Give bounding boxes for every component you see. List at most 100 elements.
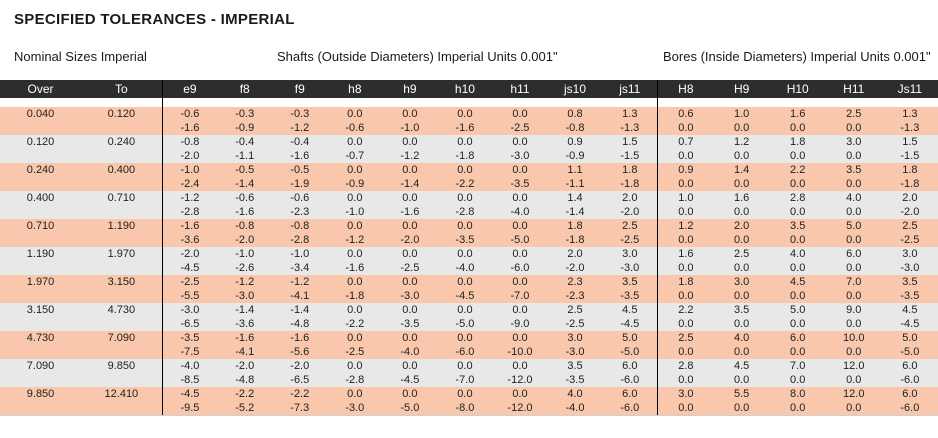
tolerance-cell: -0.9 bbox=[547, 149, 603, 163]
tolerance-cell: 0.0 bbox=[437, 219, 493, 233]
header-cell-h10: H10 bbox=[769, 80, 826, 98]
tolerance-cell: 8.0 bbox=[769, 387, 826, 401]
tolerance-cell: 0.0 bbox=[825, 149, 882, 163]
header-cell-over: Over bbox=[0, 80, 82, 98]
tolerance-cell: 0.0 bbox=[327, 163, 383, 177]
tolerance-cell: -3.6 bbox=[161, 233, 218, 247]
cell-to bbox=[81, 317, 163, 331]
tolerance-cell: 0.0 bbox=[437, 135, 493, 149]
tolerance-cell: 1.4 bbox=[713, 163, 770, 177]
tolerance-cell: -2.0 bbox=[547, 261, 603, 275]
tolerance-cell: 0.0 bbox=[657, 149, 714, 163]
tolerance-cell: -2.0 bbox=[161, 149, 218, 163]
tolerance-cell: -1.2 bbox=[327, 233, 383, 247]
header-cell-h10: h10 bbox=[437, 80, 493, 98]
tolerance-cell: -1.0 bbox=[272, 247, 328, 261]
cell-to bbox=[81, 345, 163, 359]
tolerance-cell: 2.0 bbox=[881, 191, 938, 205]
tolerance-cell: -2.0 bbox=[217, 233, 273, 247]
tolerance-cell: -2.0 bbox=[217, 359, 273, 373]
tolerance-row-upper: 0.120 0.240 -0.8 -0.4 -0.4 0.0 0.0 0.0 0.0 0.9 1.5… bbox=[0, 135, 938, 149]
tolerance-cell: -0.5 bbox=[217, 163, 273, 177]
tolerance-cell: 6.0 bbox=[881, 359, 938, 373]
tolerance-cell: -1.4 bbox=[272, 303, 328, 317]
tolerance-row-lower: -8.5 -4.8 -6.5 -2.8 -4.5 -7.0 -12.0 -3.5 -6.0 0.0… bbox=[0, 373, 938, 387]
section-label-shafts: Shafts (Outside Diameters) Imperial Unit… bbox=[277, 49, 558, 64]
tolerance-cell: -2.0 bbox=[272, 359, 328, 373]
tolerance-row-upper: 0.240 0.400 -1.0 -0.5 -0.5 0.0 0.0 0.0 0.0 1.1 1.8… bbox=[0, 163, 938, 177]
tolerance-cell: -3.5 bbox=[437, 233, 493, 247]
tolerance-cell: -4.0 bbox=[161, 359, 218, 373]
tolerance-cell: 1.6 bbox=[713, 191, 770, 205]
tolerance-cell: 0.0 bbox=[657, 345, 714, 359]
tolerance-cell: -2.5 bbox=[327, 345, 383, 359]
tolerance-cell: -5.5 bbox=[161, 289, 218, 303]
tolerance-cell: 4.0 bbox=[547, 387, 603, 401]
tolerance-cell: 1.8 bbox=[769, 135, 826, 149]
tolerance-cell: 0.9 bbox=[657, 163, 714, 177]
tolerance-cell: 3.5 bbox=[602, 275, 658, 289]
tolerance-cell: 9.0 bbox=[825, 303, 882, 317]
tolerance-cell: -5.0 bbox=[437, 317, 493, 331]
tolerance-row-upper: 1.970 3.150 -2.5 -1.2 -1.2 0.0 0.0 0.0 0.0 2.3 3.5… bbox=[0, 275, 938, 289]
cell-to bbox=[81, 177, 163, 191]
cell-over bbox=[0, 177, 82, 191]
tolerance-cell: 3.0 bbox=[602, 247, 658, 261]
cell-over bbox=[0, 289, 82, 303]
tolerance-cell: -1.5 bbox=[602, 149, 658, 163]
tolerance-cell: -4.5 bbox=[161, 387, 218, 401]
tolerance-cell: 0.0 bbox=[769, 177, 826, 191]
tolerance-cell: 0.0 bbox=[713, 373, 770, 387]
tolerance-cell: -1.6 bbox=[272, 149, 328, 163]
tolerance-row-upper: 3.150 4.730 -3.0 -1.4 -1.4 0.0 0.0 0.0 0.0 2.5 4.5… bbox=[0, 303, 938, 317]
tolerance-cell: -1.4 bbox=[547, 205, 603, 219]
tolerance-cell: -6.0 bbox=[492, 261, 548, 275]
cell-over: 0.120 bbox=[0, 135, 82, 149]
header-cell-h11: H11 bbox=[825, 80, 882, 98]
tolerance-cell: 2.8 bbox=[769, 191, 826, 205]
cell-over: 0.400 bbox=[0, 191, 82, 205]
tolerance-cell: 1.0 bbox=[657, 191, 714, 205]
cell-over: 0.710 bbox=[0, 219, 82, 233]
tolerance-cell: -0.3 bbox=[217, 107, 273, 121]
tolerance-cell: -4.0 bbox=[437, 261, 493, 275]
tolerance-cell: -6.0 bbox=[881, 373, 938, 387]
tolerance-cell: 0.0 bbox=[382, 247, 438, 261]
tolerance-cell: -3.0 bbox=[217, 289, 273, 303]
tolerance-cell: 1.2 bbox=[713, 135, 770, 149]
tolerance-cell: -3.5 bbox=[382, 317, 438, 331]
tolerance-cell: -1.0 bbox=[327, 205, 383, 219]
tolerance-cell: 10.0 bbox=[825, 331, 882, 345]
tolerance-cell: 4.0 bbox=[825, 191, 882, 205]
tolerance-cell: 12.0 bbox=[825, 387, 882, 401]
tolerance-cell: 2.0 bbox=[602, 191, 658, 205]
tolerance-row-upper: 1.190 1.970 -2.0 -1.0 -1.0 0.0 0.0 0.0 0.0 2.0 3.0… bbox=[0, 247, 938, 261]
tolerance-row-lower: -2.0 -1.1 -1.6 -0.7 -1.2 -1.8 -3.0 -0.9 -1.5 0.0 0… bbox=[0, 149, 938, 163]
cell-over bbox=[0, 149, 82, 163]
tolerance-cell: 0.0 bbox=[713, 233, 770, 247]
tolerance-cell: 4.5 bbox=[713, 359, 770, 373]
tolerance-cell: -1.6 bbox=[327, 261, 383, 275]
tolerance-cell: 0.0 bbox=[769, 261, 826, 275]
tolerance-cell: 0.7 bbox=[657, 135, 714, 149]
tolerance-cell: -3.0 bbox=[382, 289, 438, 303]
cell-to: 0.400 bbox=[81, 163, 163, 177]
tolerance-cell: 1.0 bbox=[713, 107, 770, 121]
tolerance-cell: 3.5 bbox=[769, 219, 826, 233]
tolerance-cell: 0.0 bbox=[713, 177, 770, 191]
tolerance-cell: 0.0 bbox=[327, 107, 383, 121]
cell-to bbox=[81, 401, 163, 416]
cell-over: 0.040 bbox=[0, 107, 82, 121]
tolerance-cell: -1.9 bbox=[272, 177, 328, 191]
tolerance-cell: 12.0 bbox=[825, 359, 882, 373]
tolerance-cell: 4.0 bbox=[769, 247, 826, 261]
cell-to bbox=[81, 149, 163, 163]
cell-to: 1.970 bbox=[81, 247, 163, 261]
tolerance-cell: 3.0 bbox=[713, 275, 770, 289]
tolerance-cell: 0.0 bbox=[492, 163, 548, 177]
tolerance-cell: -1.3 bbox=[881, 121, 938, 135]
cell-over: 1.190 bbox=[0, 247, 82, 261]
tolerance-cell: -1.8 bbox=[602, 177, 658, 191]
tolerance-cell: -2.5 bbox=[161, 275, 218, 289]
tolerance-cell: -0.9 bbox=[217, 121, 273, 135]
